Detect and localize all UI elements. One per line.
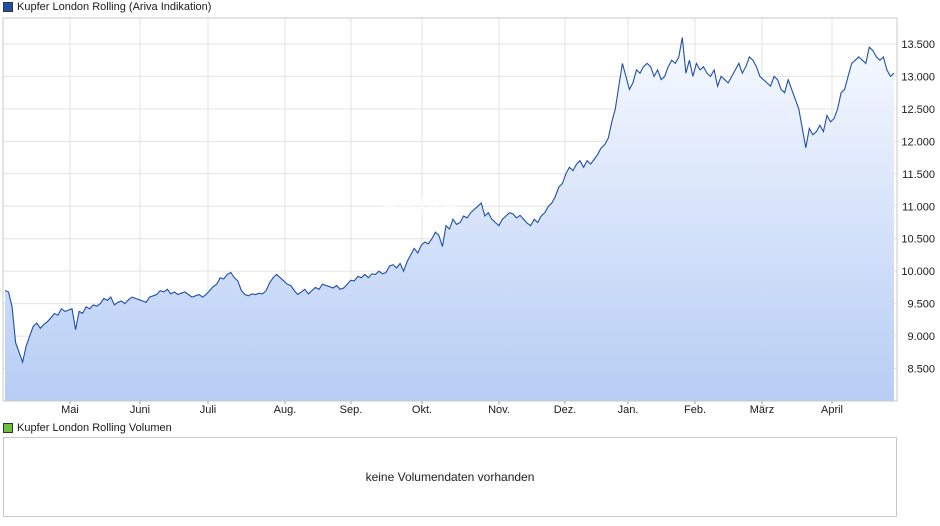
x-tick-label: Jan. (618, 404, 639, 416)
price-legend-swatch (3, 2, 13, 12)
y-tick-label: 9.000 (907, 331, 935, 343)
y-axis-labels: 8.500 9.000 9.500 10.000 10.500 11.000 11.500 1… (901, 39, 935, 376)
price-chart: ARIVA 8.500 9.000 9.500 10.000 10.500 11.000 1… (2, 17, 935, 416)
x-tick-label: Juni (130, 404, 150, 416)
x-tick-label: April (821, 404, 843, 416)
price-legend: Kupfer London Rolling (Ariva Indikation) (3, 0, 211, 14)
y-tick-label: 9.500 (907, 299, 935, 311)
no-volume-message: keine Volumendaten vorhanden (365, 470, 535, 484)
x-tick-label: Mai (61, 404, 79, 416)
volume-legend-swatch (3, 423, 13, 433)
x-axis-labels: Mai Juni Juli Aug. Sep. Okt. Nov. Dez. Jan. Feb. M… (61, 404, 843, 416)
x-tick-label: Juli (200, 404, 217, 416)
y-tick-label: 11.500 (902, 169, 935, 181)
plot-frame (2, 17, 898, 402)
y-tick-label: 13.500 (901, 39, 935, 51)
volume-chart: keine Volumendaten vorhanden (3, 437, 897, 517)
x-tick-label: Aug. (274, 404, 297, 416)
y-tick-label: 13.000 (901, 71, 935, 83)
x-tick-label: Nov. (488, 404, 510, 416)
volume-legend-label: Kupfer London Rolling Volumen (17, 422, 172, 434)
x-tick-label: Okt. (412, 404, 432, 416)
y-tick-label: 12.500 (901, 104, 935, 116)
x-tick-label: Sep. (340, 404, 363, 416)
price-legend-label: Kupfer London Rolling (Ariva Indikation) (17, 1, 212, 13)
x-tick-label: Dez. (554, 404, 577, 416)
x-tick-label: Feb. (684, 404, 706, 416)
y-tick-label: 10.000 (901, 266, 935, 278)
watermark: ARIVA (380, 189, 460, 219)
y-tick-label: 10.500 (901, 234, 935, 246)
y-tick-label: 8.500 (907, 364, 935, 376)
y-tick-label: 12.000 (901, 136, 935, 148)
volume-legend: Kupfer London Rolling Volumen (3, 421, 172, 435)
y-tick-label: 11.000 (902, 201, 935, 213)
x-tick-label: März (750, 404, 774, 416)
price-area-fill (5, 37, 894, 401)
price-line (4, 37, 895, 365)
